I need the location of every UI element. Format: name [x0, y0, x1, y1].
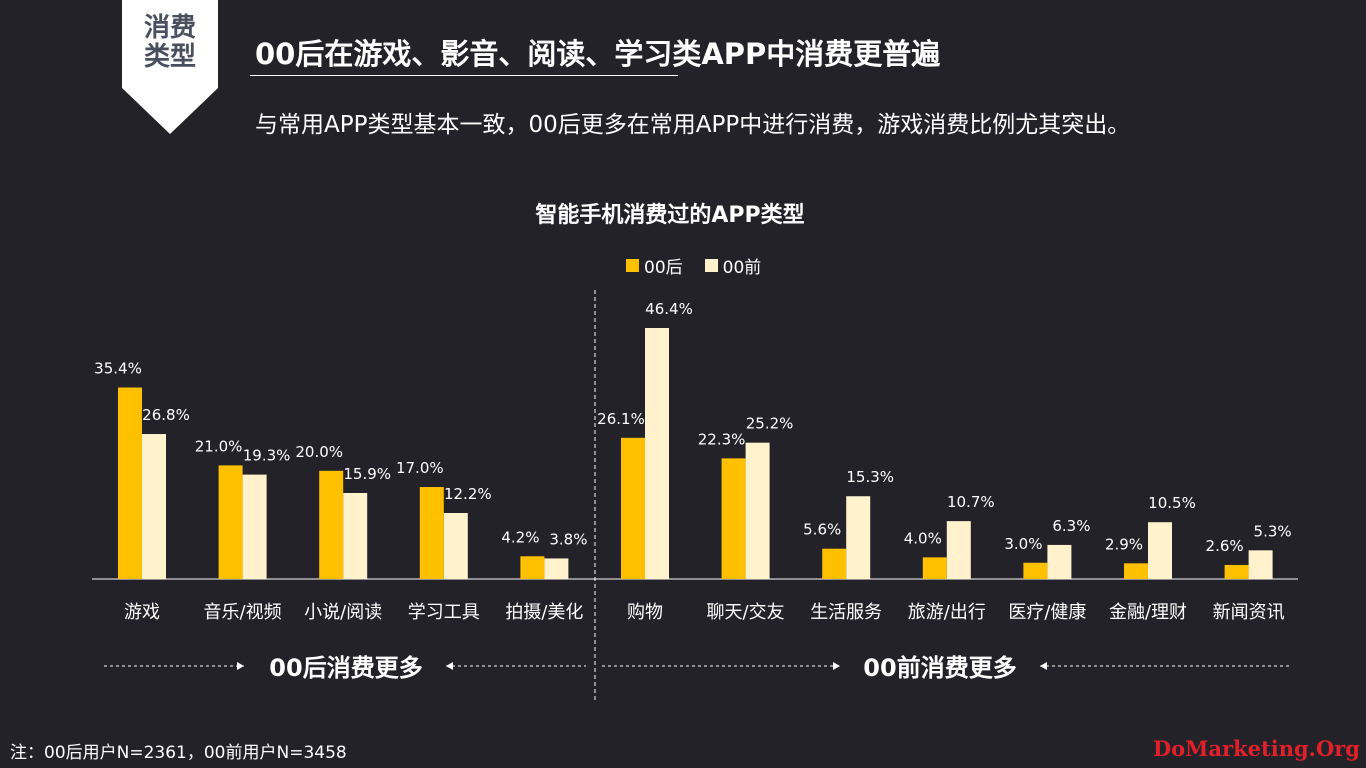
data-label-post00-6: 22.3%: [698, 430, 746, 448]
data-label-post00-8: 4.0%: [904, 529, 942, 547]
section-tag: 消费 类型: [122, 0, 218, 134]
page-headline: 00后在游戏、影音、阅读、学习类APP中消费更普遍: [255, 37, 941, 71]
data-label-pre00-7: 15.3%: [846, 468, 894, 486]
data-label-pre00-9: 6.3%: [1052, 517, 1090, 535]
bar-pre00-9: [1047, 544, 1072, 579]
category-label-6: 聊天/交友: [707, 602, 785, 623]
category-label-1: 音乐/视频: [204, 602, 282, 623]
bar-post00-9: [1023, 562, 1048, 579]
data-label-pre00-5: 46.4%: [645, 300, 693, 318]
category-label-8: 旅游/出行: [908, 602, 986, 623]
bar-pre00-1: [242, 474, 267, 579]
bar-post00-10: [1124, 563, 1148, 579]
footnote: 注：00后用户N=2361，00前用户N=3458: [10, 743, 347, 763]
chart-legend: 00后 00前: [626, 253, 761, 278]
tag-line-1: 消费: [143, 13, 196, 43]
category-label-4: 拍摄/美化: [505, 602, 583, 623]
category-label-7: 生活服务: [810, 602, 882, 623]
bar-pre00-6: [745, 442, 770, 579]
category-label-5: 购物: [627, 602, 663, 623]
bar-post00-1: [218, 465, 243, 579]
tag-pennant-shape: [122, 0, 218, 134]
data-label-pre00-6: 25.2%: [746, 415, 794, 433]
bar-post00-8: [922, 557, 947, 579]
data-label-pre00-11: 5.3%: [1254, 522, 1292, 540]
data-label-pre00-3: 12.2%: [444, 485, 492, 503]
category-label-9: 医疗/健康: [1008, 602, 1086, 623]
bar-post00-0: [118, 387, 142, 579]
tag-label: 消费 类型: [122, 14, 218, 72]
bar-pre00-7: [846, 496, 871, 579]
data-label-post00-5: 26.1%: [597, 410, 645, 428]
bar-pre00-3: [443, 513, 468, 579]
bar-pre00-0: [142, 434, 166, 579]
legend-swatch-pre00: [704, 259, 718, 272]
data-label-pre00-1: 19.3%: [243, 447, 291, 465]
bar-post00-4: [520, 556, 545, 579]
bar-pre00-5: [645, 328, 669, 579]
arrow-left-group-left-head: [446, 662, 453, 670]
bar-post00-5: [621, 437, 645, 579]
bar-pre00-2: [343, 492, 368, 579]
bar-post00-6: [721, 458, 746, 579]
data-label-post00-7: 5.6%: [803, 521, 841, 539]
category-label-0: 游戏: [124, 602, 160, 623]
headline-underline: [250, 75, 678, 76]
arrow-right-group-right-head: [833, 662, 840, 670]
group-label-post00-more: 00后消费更多: [269, 654, 422, 682]
legend-swatch-post00: [626, 259, 639, 272]
bar-pre00-4: [544, 558, 569, 579]
bar-post00-7: [822, 548, 847, 579]
legend-label-post00: 00后: [644, 258, 683, 278]
watermark-logo: DoMarketing.Org: [1152, 736, 1360, 761]
arrow-left-group-right-head: [237, 662, 244, 670]
data-label-post00-3: 17.0%: [396, 459, 444, 477]
data-label-pre00-8: 10.7%: [947, 493, 995, 511]
data-label-pre00-4: 3.8%: [549, 530, 587, 548]
data-label-pre00-10: 10.5%: [1148, 494, 1196, 512]
legend-item-pre00: 00前: [704, 253, 762, 278]
page-subheadline: 与常用APP类型基本一致，00后更多在常用APP中进行消费，游戏消费比例尤其突出…: [255, 112, 1131, 138]
bar-pre00-11: [1248, 550, 1273, 579]
bar-pre00-10: [1148, 522, 1172, 579]
data-label-post00-9: 3.0%: [1004, 535, 1042, 553]
legend-item-post00: 00后: [626, 253, 683, 278]
data-label-post00-11: 2.6%: [1206, 537, 1244, 555]
chart-title: 智能手机消费过的APP类型: [535, 203, 805, 228]
bar-post00-2: [319, 470, 344, 579]
tag-line-2: 类型: [143, 42, 196, 72]
bar-post00-3: [419, 487, 444, 579]
group-label-pre00-more: 00前消费更多: [863, 654, 1016, 682]
data-label-pre00-2: 15.9%: [343, 465, 391, 483]
category-label-11: 新闻资讯: [1213, 602, 1285, 623]
data-label-post00-10: 2.9%: [1105, 535, 1143, 553]
data-label-pre00-0: 26.8%: [142, 406, 190, 424]
data-label-post00-4: 4.2%: [501, 528, 539, 546]
legend-label-pre00: 00前: [722, 258, 762, 278]
bar-pre00-8: [946, 521, 971, 579]
arrow-right-group-left-head: [1040, 662, 1047, 670]
data-label-post00-0: 35.4%: [94, 360, 142, 378]
category-label-10: 金融/理财: [1109, 602, 1187, 623]
category-label-3: 学习工具: [408, 602, 480, 623]
data-label-post00-2: 20.0%: [295, 443, 343, 461]
category-label-2: 小说/阅读: [304, 602, 382, 623]
data-label-post00-1: 21.0%: [195, 437, 243, 455]
bar-post00-11: [1224, 564, 1249, 579]
